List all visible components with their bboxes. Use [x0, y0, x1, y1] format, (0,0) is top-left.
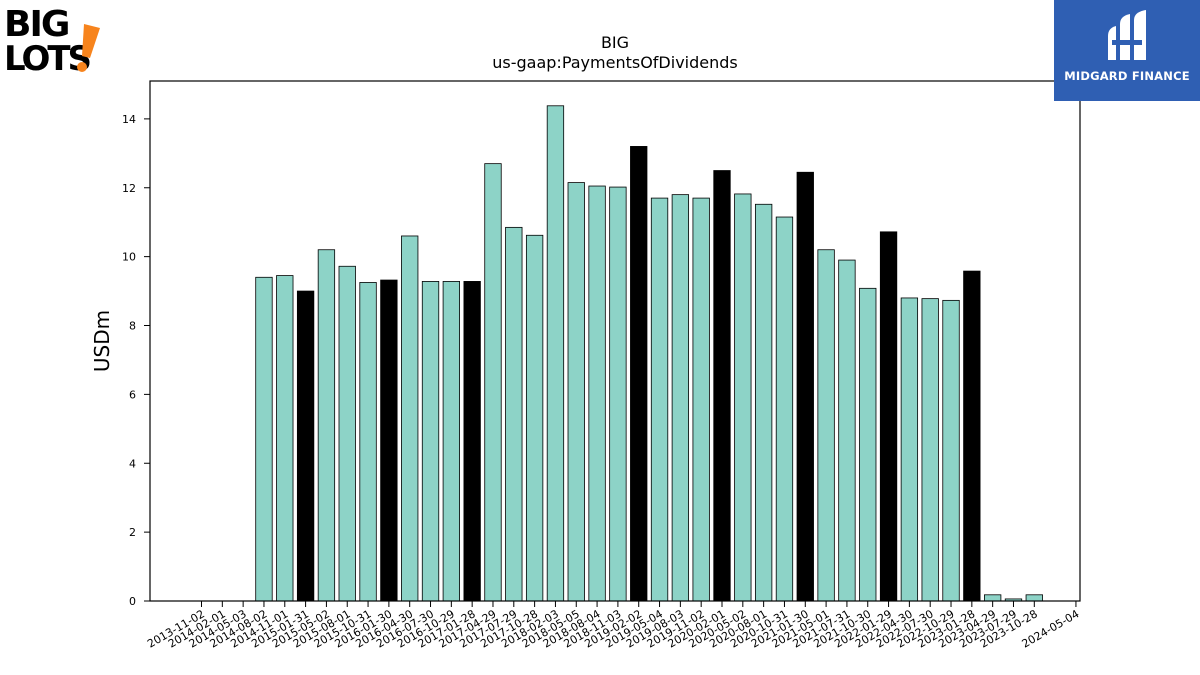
bar-2021-05-01	[817, 249, 835, 602]
bar-2023-01-28	[963, 270, 981, 602]
midgard-emblem-icon	[1108, 10, 1146, 60]
bar-2021-07-31	[838, 259, 856, 602]
y-tick-label: 10	[122, 251, 136, 264]
y-tick-label: 12	[122, 182, 136, 195]
y-ticks-group: 0 2 4 6 8 10 12 14	[122, 113, 150, 608]
bar-2014-11-01	[276, 275, 294, 602]
midgard-finance-wordmark: MIDGARD FINANCE	[1064, 69, 1190, 83]
y-tick-label: 4	[129, 457, 136, 470]
y-tick-label: 8	[129, 320, 136, 333]
bar-2015-01-31	[296, 290, 315, 602]
bar-2022-01-29	[879, 231, 898, 602]
bar-2023-04-29	[984, 594, 1002, 602]
big-lots-logo-line2: LOTS	[4, 39, 90, 74]
bar-2016-07-30	[421, 281, 440, 602]
bars-group	[255, 105, 1043, 602]
bar-2015-10-31	[359, 282, 377, 602]
bar-2020-10-31	[775, 216, 794, 602]
bar-2015-08-01	[338, 265, 356, 602]
bar-2018-11-03	[609, 186, 627, 602]
bar-2021-01-30	[796, 171, 814, 602]
bar-2020-05-02	[734, 193, 752, 602]
bar-2017-01-28	[463, 281, 481, 602]
bar-2023-10-28	[1025, 594, 1043, 602]
bar-2014-08-02	[255, 276, 273, 602]
bar-2020-02-01	[713, 170, 731, 602]
bar-2018-08-04	[588, 185, 606, 602]
midgard-finance-logo: MIDGARD FINANCE	[1054, 0, 1200, 101]
bar-2016-04-30	[401, 235, 419, 602]
bar-2019-08-03	[671, 194, 690, 602]
y-tick-label: 6	[129, 388, 136, 401]
big-lots-logo-line1: BIG	[4, 4, 68, 45]
y-tick-label: 0	[129, 595, 136, 608]
bar-2022-07-30	[921, 298, 939, 602]
big-lots-logo: BIG LOTS	[4, 4, 100, 74]
bar-2018-05-05	[567, 182, 585, 602]
bar-2016-10-29	[442, 281, 460, 602]
bar-2017-04-29	[484, 163, 502, 602]
bar-2022-10-29	[942, 299, 960, 602]
big-lots-exclamation-dot-icon	[77, 62, 87, 72]
big-lots-exclamation-icon	[82, 24, 100, 58]
bar-2021-10-30	[859, 287, 877, 602]
chart-title: BIG	[601, 33, 629, 52]
bar-2020-08-01	[754, 203, 773, 602]
x-ticks-group: 2013-11-022014-02-012014-05-032014-08-02…	[145, 601, 1081, 651]
bar-2017-07-29	[505, 226, 523, 602]
y-tick-label: 14	[122, 113, 136, 126]
bar-2015-05-02	[317, 249, 336, 602]
y-axis-label: USDm	[90, 310, 114, 372]
chart-subtitle: us-gaap:PaymentsOfDividends	[492, 53, 737, 72]
bar-2017-10-28	[525, 234, 544, 602]
bar-2019-05-04	[650, 197, 669, 602]
y-tick-label: 2	[129, 526, 136, 539]
bar-2019-11-02	[692, 197, 710, 602]
bar-2019-02-02	[630, 146, 648, 602]
bar-2016-01-30	[380, 279, 398, 602]
bar-2018-02-03	[546, 105, 565, 602]
bar-2022-04-30	[900, 297, 919, 602]
plot-frame	[149, 80, 1081, 602]
